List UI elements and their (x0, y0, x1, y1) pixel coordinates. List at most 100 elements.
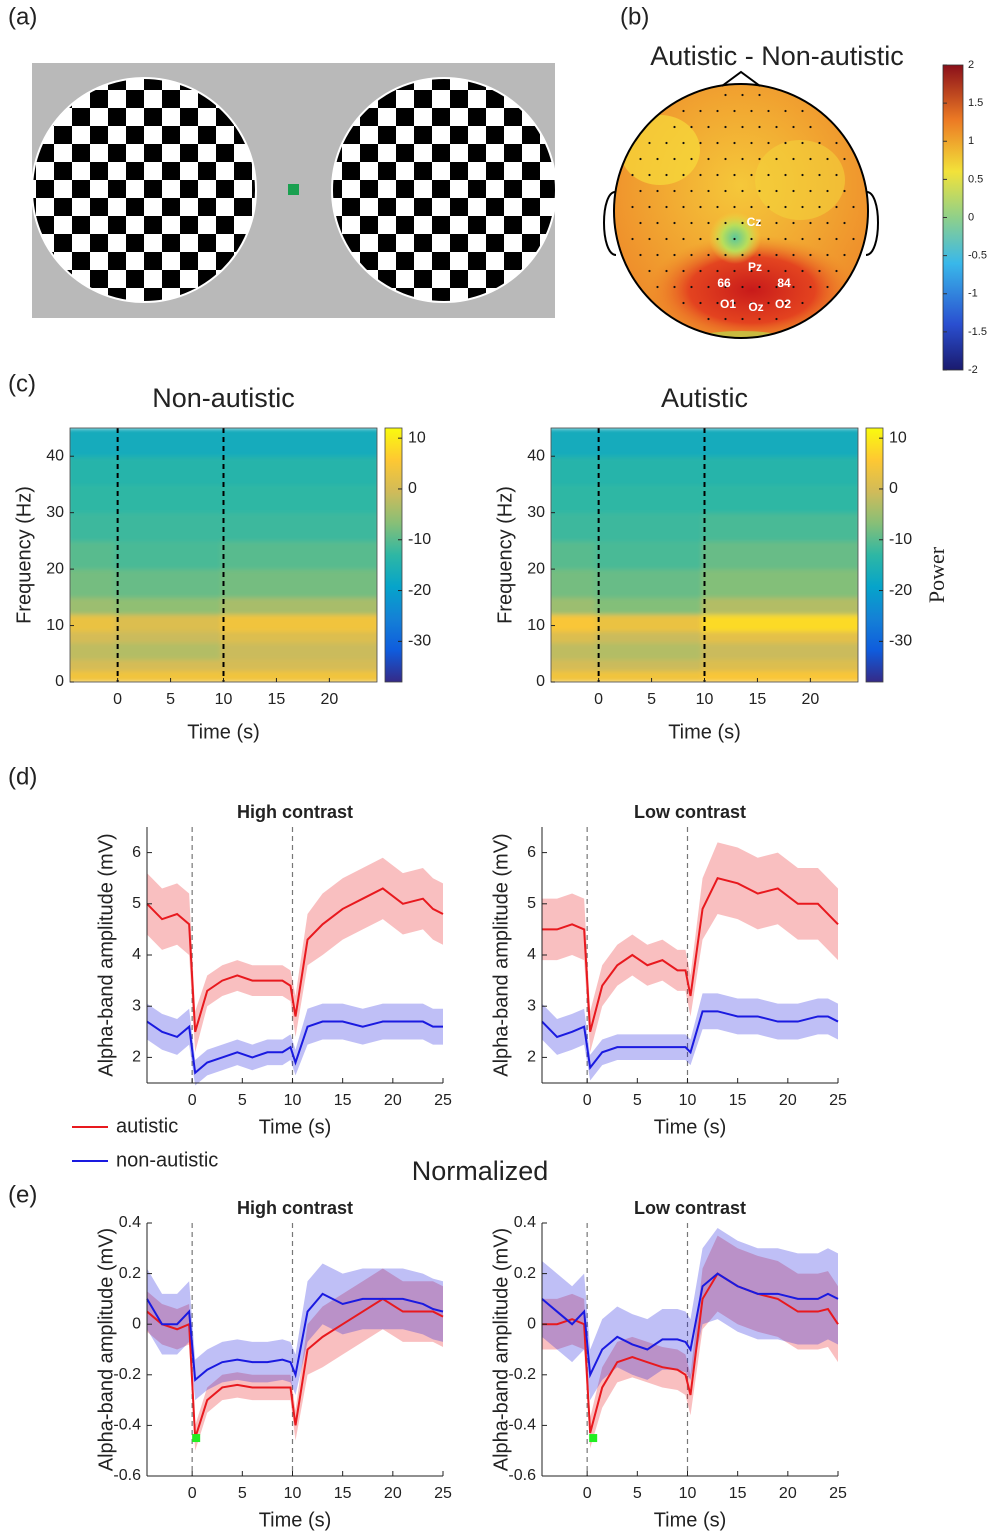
electrode-dot (639, 221, 642, 225)
heatmap-cell (595, 540, 708, 570)
series-line (146, 887, 444, 1033)
heatmap-cell (701, 614, 858, 632)
electrode-dot (741, 221, 744, 225)
legend-label: autistic (116, 1115, 178, 1137)
electrode-dot (792, 253, 795, 257)
x-tick-label: 25 (829, 1092, 847, 1109)
electrode-dot (724, 189, 727, 193)
electrode-dot (682, 173, 685, 177)
checkerboard (331, 77, 557, 303)
electrode-dot (690, 157, 693, 161)
colorbar (865, 427, 884, 683)
electrode-dot (724, 253, 727, 257)
electrode-dot (801, 237, 804, 241)
electrode-dot (690, 221, 693, 225)
panel-label: (b) (620, 3, 649, 30)
heatmap-cell (551, 631, 602, 643)
electrode-dot (707, 317, 710, 321)
heatmap-cell (701, 456, 858, 485)
x-tick-label: 5 (166, 691, 175, 708)
electrode-dot (673, 157, 676, 161)
x-axis-label: Time (s) (654, 1116, 727, 1138)
y-tick-label: 0 (132, 1315, 141, 1332)
electrode-dot (801, 205, 804, 209)
heatmap-cell (595, 670, 708, 682)
electrode-dot (801, 269, 804, 273)
colorbar-tick-label: 1.5 (968, 97, 983, 109)
y-tick-label: 0.4 (119, 1214, 141, 1231)
colorbar-tick-label: 0.5 (968, 173, 983, 185)
heatmap-cell (595, 456, 708, 485)
electrode-dot (707, 189, 710, 193)
heatmap-cell (551, 614, 602, 632)
electrode-dot (809, 189, 812, 193)
confidence-band (147, 1263, 443, 1401)
series-line (146, 1020, 443, 1075)
electrode-dot (656, 285, 659, 289)
heatmap-cell (70, 484, 121, 514)
electrode-dot (741, 317, 744, 321)
x-tick-label: 20 (384, 1485, 402, 1502)
electrode-dot (784, 237, 787, 241)
electrode-dot (699, 269, 702, 273)
electrode-dot (767, 237, 770, 241)
heatmap-cell (114, 670, 227, 682)
x-tick-label: 15 (334, 1092, 352, 1109)
series-line (146, 1292, 444, 1382)
electrode-dot (656, 221, 659, 225)
topomap-title: Autistic - Non-autistic (650, 41, 904, 71)
electrode-dot (631, 205, 634, 209)
heatmap-cell (551, 512, 602, 542)
heatmap-cell (114, 512, 227, 542)
electrode-dot (724, 221, 727, 225)
electrode-dot (716, 237, 719, 241)
y-tick-label: -0.6 (508, 1467, 536, 1484)
y-tick-label: 4 (527, 946, 536, 963)
electrode-dot (818, 173, 821, 177)
chart-title: Autistic (661, 383, 748, 413)
confidence-band (542, 1235, 838, 1449)
electrode-dot (656, 189, 659, 193)
colorbar-tick-label: 2 (968, 59, 974, 71)
series-line (542, 877, 839, 1033)
heatmap-cell (220, 569, 377, 598)
electrode-dot (750, 173, 753, 177)
chart-title: Non-autistic (152, 383, 295, 413)
electrode-dot (843, 253, 846, 257)
panel-label: (c) (8, 370, 36, 397)
heatmap-cell (114, 659, 227, 672)
colorbar-tick-label: -2 (968, 364, 978, 376)
colorbar (384, 427, 403, 683)
electrode-dot (690, 125, 693, 129)
x-tick-label: 0 (113, 691, 122, 708)
electrode-dot (682, 109, 685, 113)
colorbar-tick-label: -10 (408, 531, 431, 548)
electrode-dot (682, 301, 685, 305)
heatmap-cell (595, 597, 708, 615)
electrode-dot (639, 253, 642, 257)
heatmap-cell (551, 659, 602, 672)
x-tick-label: 20 (779, 1092, 797, 1109)
x-axis-label: Time (s) (654, 1509, 727, 1531)
electrode-dot (724, 125, 727, 129)
electrode-dot (665, 141, 668, 145)
electrode-label: O2 (775, 297, 791, 311)
heatmap-cell (70, 569, 121, 598)
x-tick-label: 20 (384, 1092, 402, 1109)
electrode-dot (648, 237, 651, 241)
y-tick-label: -0.2 (508, 1366, 536, 1383)
electrode-dot (724, 157, 727, 161)
heatmap-cell (551, 670, 602, 682)
electrode-dot (750, 205, 753, 209)
electrode-dot (767, 173, 770, 177)
y-axis-label: Frequency (Hz) (13, 486, 35, 624)
colorbar-label: Power (924, 546, 949, 603)
electrode-dot (835, 141, 838, 145)
electrode-dot (733, 173, 736, 177)
electrode-dot (750, 141, 753, 145)
electrode-dot (818, 269, 821, 273)
heatmap-cell (595, 569, 708, 598)
heatmap-cell (551, 642, 602, 660)
x-tick-label: 0 (583, 1485, 592, 1502)
electrode-dot (673, 285, 676, 289)
